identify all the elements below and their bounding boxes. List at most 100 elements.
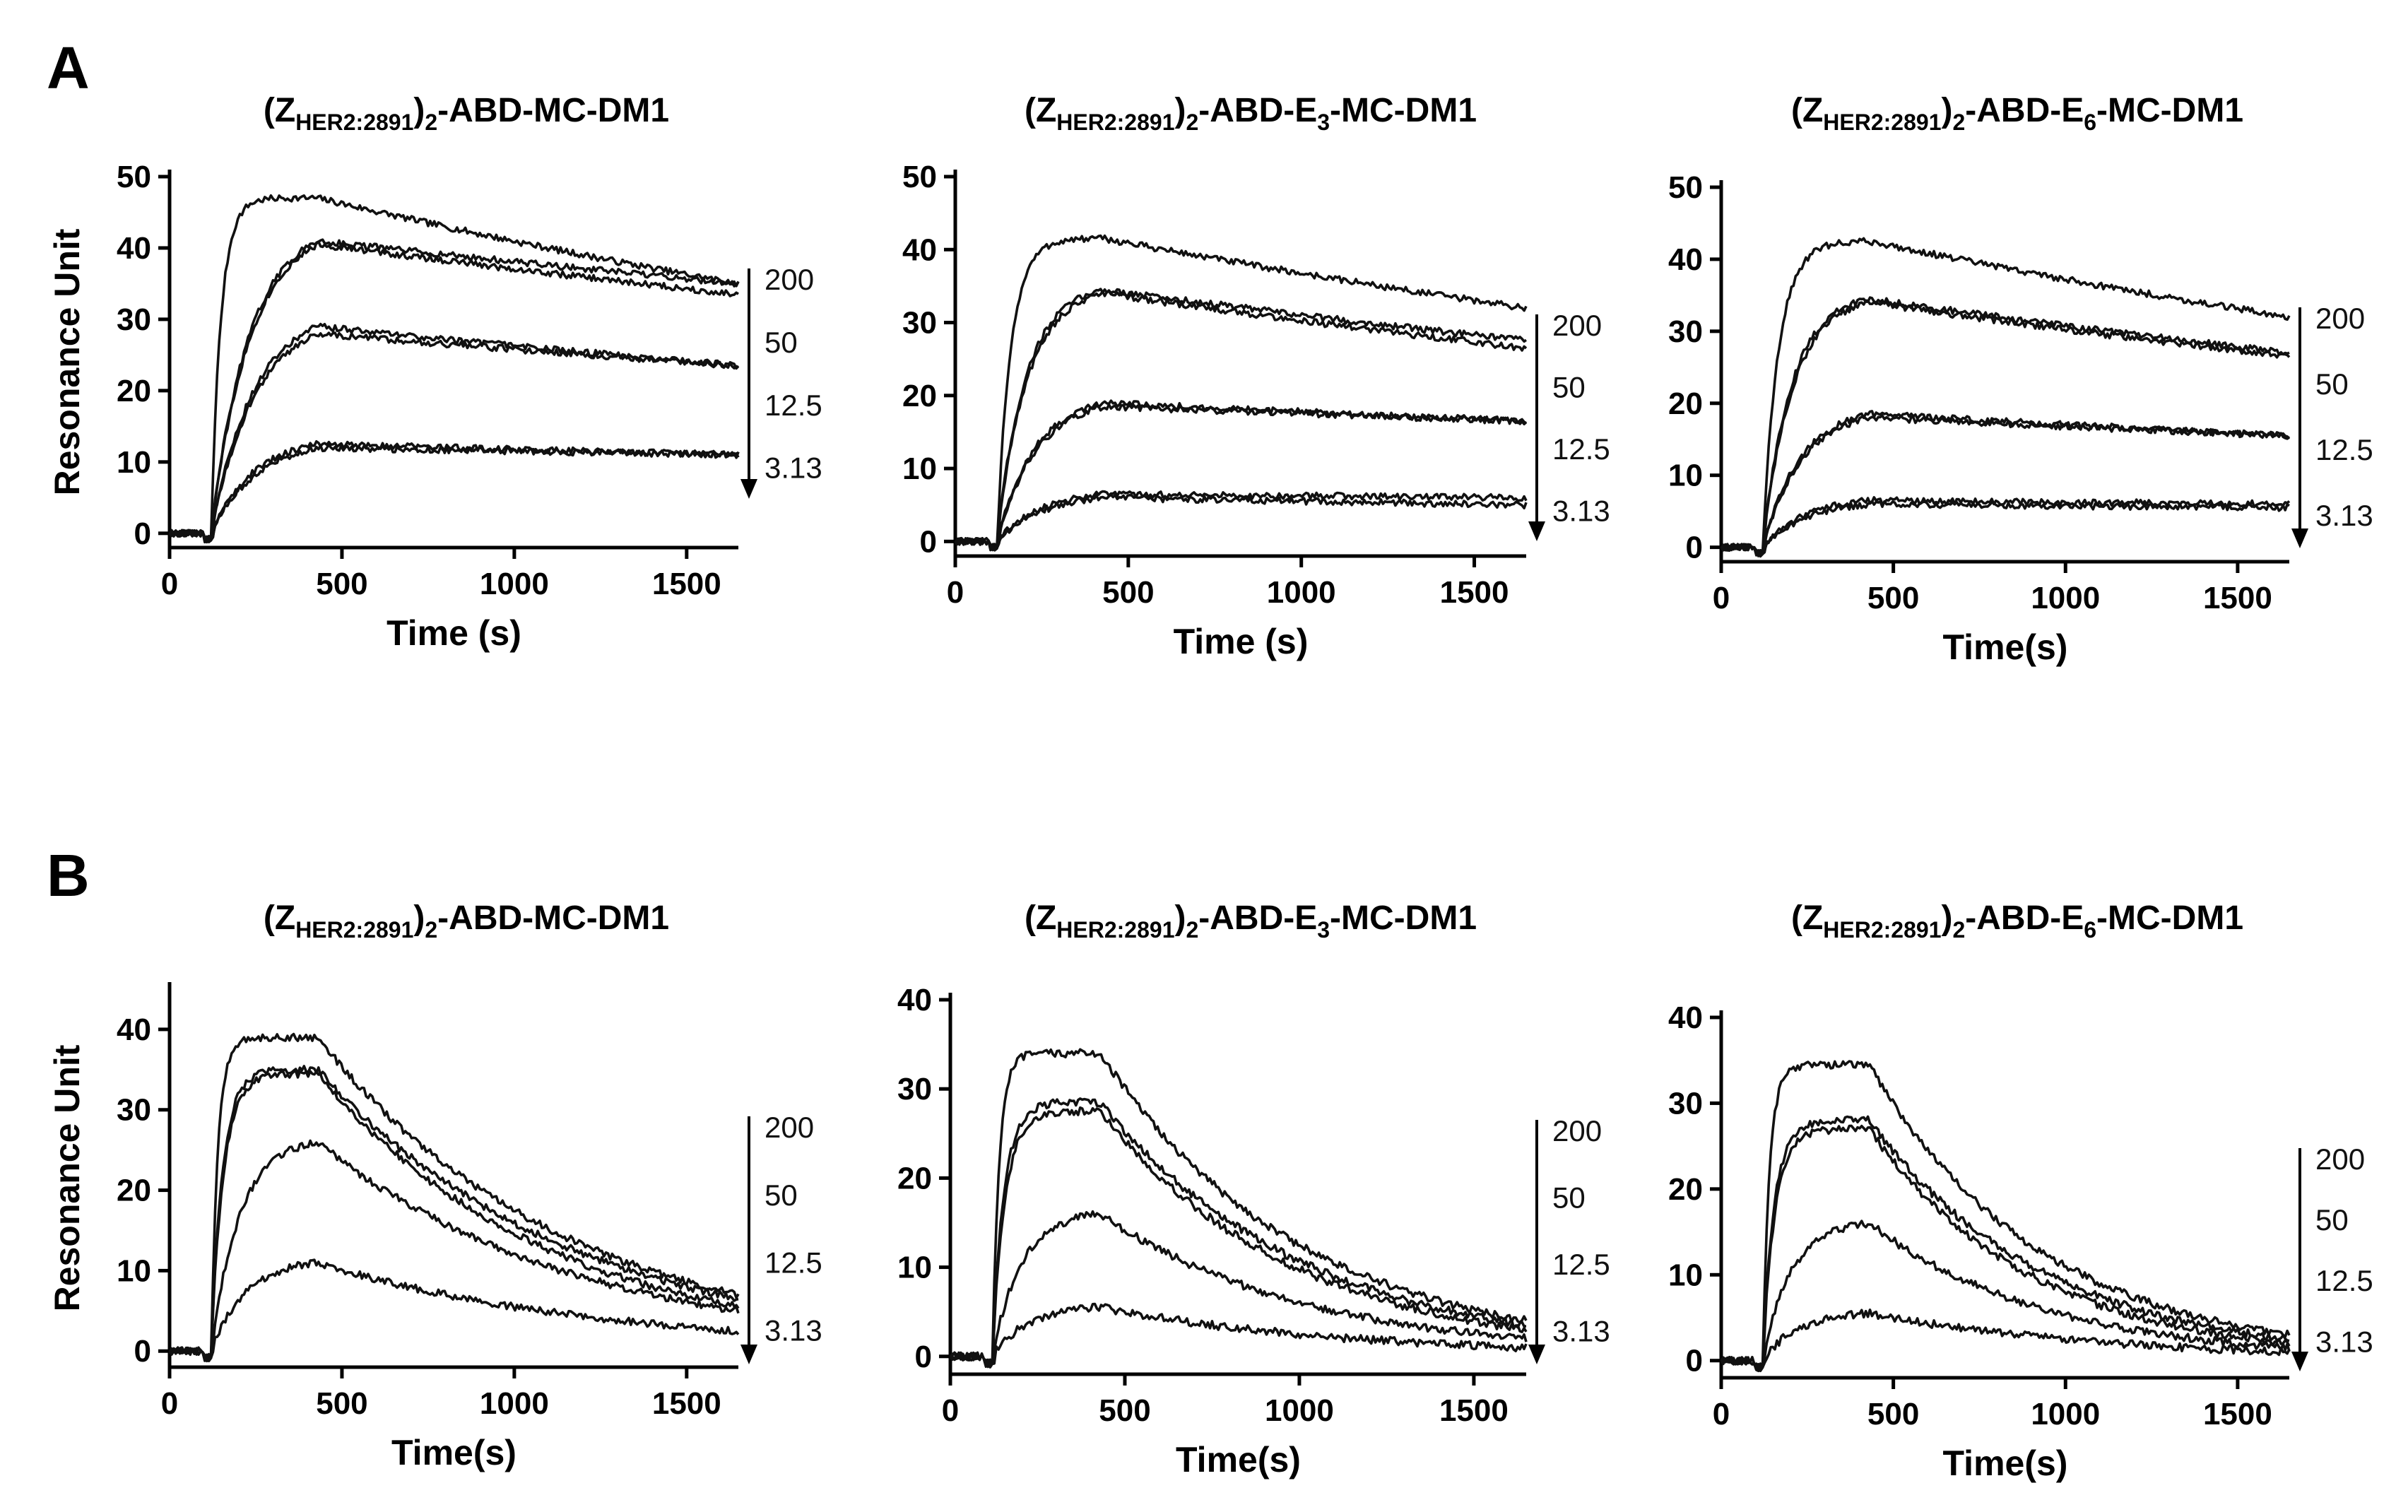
y-tick-label: 40 — [117, 231, 151, 266]
x-tick-label: 1000 — [2031, 1397, 2100, 1431]
y-tick-label: 10 — [1668, 1258, 1703, 1292]
x-tick-label: 500 — [1867, 1397, 1919, 1431]
y-tick-label: 40 — [897, 983, 932, 1017]
x-axis-label: Time(s) — [1176, 1440, 1301, 1479]
sensorgram-trace — [955, 403, 1527, 550]
y-tick-label: 30 — [117, 1093, 151, 1128]
x-tick-label: 500 — [1099, 1393, 1150, 1428]
sensorgram-trace — [1720, 1060, 2291, 1371]
concentration-label: 3.13 — [765, 451, 822, 485]
sensorgram-trace — [949, 1210, 1528, 1366]
concentration-label: 12.5 — [2315, 1264, 2373, 1297]
y-tick-label: 0 — [915, 1340, 932, 1374]
title-post2: -MC-DM1 — [2096, 899, 2243, 937]
concentration-label: 3.13 — [2315, 499, 2373, 532]
y-tick-label: 40 — [1668, 1000, 1703, 1035]
title-pre: (Z — [1791, 92, 1823, 129]
title-pre: (Z — [264, 899, 295, 937]
concentration-label: 12.5 — [2315, 433, 2373, 466]
title-sub1: HER2:2891 — [1823, 917, 1941, 943]
y-tick-label: 10 — [117, 445, 151, 480]
y-tick-label: 10 — [902, 451, 937, 486]
title-sub3: 6 — [2084, 917, 2096, 943]
x-tick-label: 1000 — [480, 1386, 549, 1421]
x-tick-label: 1500 — [2203, 581, 2272, 615]
y-tick-label: 0 — [1686, 1344, 1703, 1378]
sensorgram-trace — [954, 290, 1528, 551]
concentration-arrowhead — [2291, 1352, 2308, 1371]
y-tick-label: 20 — [117, 374, 151, 408]
title-sub3: 3 — [1317, 110, 1330, 135]
sensorgram-trace — [168, 1139, 740, 1363]
concentration-label: 12.5 — [1552, 432, 1610, 466]
y-tick-label: 30 — [902, 306, 937, 341]
x-tick-label: 1000 — [1265, 1393, 1334, 1428]
sensorgram-trace — [169, 1032, 740, 1360]
chart-2: (ZHER2:2891)2-ABD-E3-MC-DM1 0 500 1000 1500 0… — [902, 92, 1610, 661]
sensorgram-trace — [168, 194, 740, 541]
title-post2: -MC-DM1 — [1330, 92, 1477, 129]
sensorgram-trace — [168, 331, 739, 544]
title-post: -ABD-MC-DM1 — [437, 92, 669, 129]
y-tick-label: 20 — [902, 379, 937, 413]
concentration-label: 200 — [2315, 302, 2365, 335]
title-pre: (Z — [1791, 899, 1823, 937]
concentration-label: 12.5 — [765, 1246, 822, 1280]
y-tick-label: 30 — [897, 1072, 932, 1106]
x-tick-label: 1000 — [2031, 581, 2100, 615]
title-sub2: 2 — [1952, 917, 1965, 943]
title-sub3: 6 — [2084, 110, 2096, 135]
title-sub3: 3 — [1317, 917, 1330, 943]
concentration-label: 200 — [765, 263, 814, 296]
concentration-arrowhead — [2291, 528, 2308, 548]
x-axis-label: Time(s) — [391, 1433, 517, 1472]
sensorgram-trace — [954, 490, 1528, 550]
concentration-label: 50 — [765, 1179, 798, 1212]
title-post: -ABD-MC-DM1 — [437, 899, 669, 937]
y-tick-label: 10 — [1668, 459, 1703, 493]
x-tick-label: 0 — [161, 1386, 178, 1421]
y-tick-label: 30 — [117, 302, 151, 337]
y-tick-label: 0 — [920, 524, 937, 559]
concentration-label: 3.13 — [1552, 495, 1610, 528]
x-tick-label: 1500 — [2203, 1397, 2272, 1431]
sensorgram-trace — [949, 1302, 1528, 1369]
title-sub2: 2 — [1186, 110, 1198, 135]
y-tick-label: 50 — [902, 160, 937, 194]
sensorgram-trace — [1721, 237, 2291, 555]
x-tick-label: 0 — [1713, 1397, 1730, 1431]
sensorgram-trace — [954, 288, 1527, 552]
y-tick-label: 0 — [134, 1334, 151, 1369]
title-post2: -MC-DM1 — [1330, 899, 1477, 937]
title-post: -ABD-E — [1198, 92, 1317, 129]
concentration-label: 3.13 — [2315, 1325, 2373, 1358]
x-tick-label: 0 — [947, 575, 964, 610]
sensorgram-trace — [1721, 1124, 2291, 1373]
x-tick-label: 500 — [1867, 581, 1919, 615]
title-pre: (Z — [1025, 899, 1056, 937]
x-tick-label: 1500 — [1440, 575, 1509, 610]
sensorgram-trace — [954, 234, 1528, 550]
sensorgram-trace — [954, 493, 1528, 552]
title-mid: ) — [413, 899, 425, 937]
y-tick-label: 30 — [1668, 1086, 1703, 1121]
concentration-label: 200 — [1552, 1114, 1602, 1147]
concentration-label: 50 — [765, 326, 798, 359]
y-tick-label: 50 — [117, 160, 151, 194]
chart-1: (ZHER2:2891)2-ABD-MC-DM1 0 500 1000 1500 0 10 2… — [47, 92, 822, 653]
title-mid: ) — [413, 92, 425, 129]
sensorgram-trace — [168, 1258, 740, 1363]
y-tick-label: 10 — [897, 1251, 932, 1285]
chart-4: (ZHER2:2891)2-ABD-MC-DM1 0 500 1000 1500 0 10 2… — [47, 899, 822, 1472]
y-tick-label: 40 — [1668, 242, 1703, 277]
concentration-arrowhead — [740, 479, 757, 499]
chart-title: (ZHER2:2891)2-ABD-E6-MC-DM1 — [1791, 899, 2243, 943]
title-mid: ) — [1941, 899, 1952, 937]
y-tick-label: 0 — [134, 516, 151, 551]
sensorgram-trace — [950, 1097, 1527, 1367]
sensorgram-trace — [1720, 500, 2290, 557]
sensorgram-trace — [950, 1106, 1528, 1369]
chart-title: (ZHER2:2891)2-ABD-E3-MC-DM1 — [1025, 92, 1477, 135]
sensorgram-trace — [1720, 299, 2291, 557]
